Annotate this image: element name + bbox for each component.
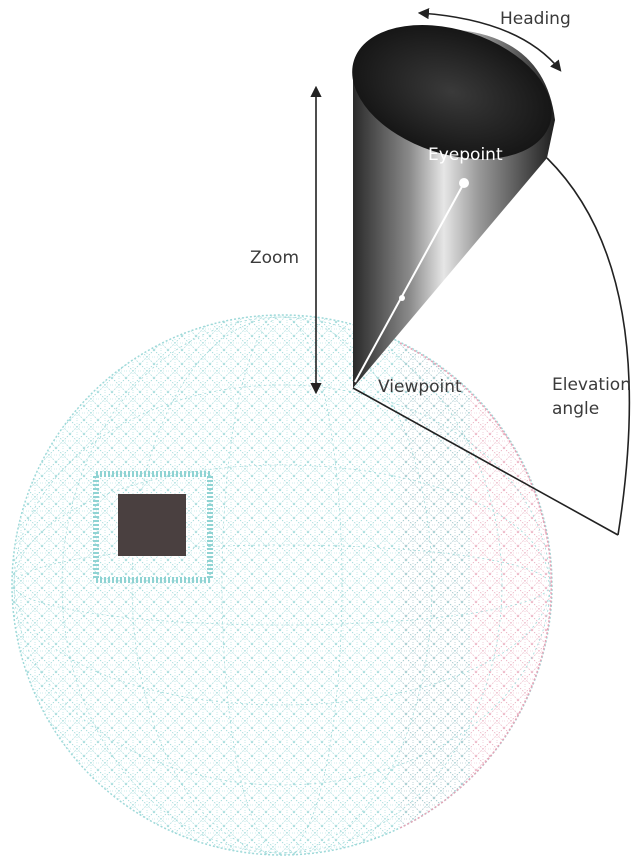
- eyepoint-label: Eyepoint: [428, 145, 503, 165]
- heading-label: Heading: [500, 9, 571, 29]
- viewpoint-ground-line: [352, 387, 619, 536]
- midpoint-dot: [399, 295, 405, 301]
- elevation-arc: [546, 157, 631, 536]
- eyepoint-view-line: [354, 182, 465, 383]
- globe: [11, 314, 553, 856]
- view-cone: [352, 24, 555, 388]
- viewpoint-label: Viewpoint: [378, 377, 462, 397]
- globe-outline-pink: [399, 342, 553, 829]
- terrain-patch: [118, 494, 186, 556]
- elevation-angle-indicator: [352, 157, 631, 536]
- zoom-label: Zoom: [250, 248, 299, 268]
- elevation-label-line1: Elevation: [552, 375, 631, 395]
- heading-arrow: [417, 8, 562, 72]
- eyepoint-dot: [459, 178, 469, 188]
- terrain-patch-border: [93, 471, 213, 583]
- elevation-label-line2: angle: [552, 399, 599, 419]
- globe-mesh-teal: [12, 315, 470, 855]
